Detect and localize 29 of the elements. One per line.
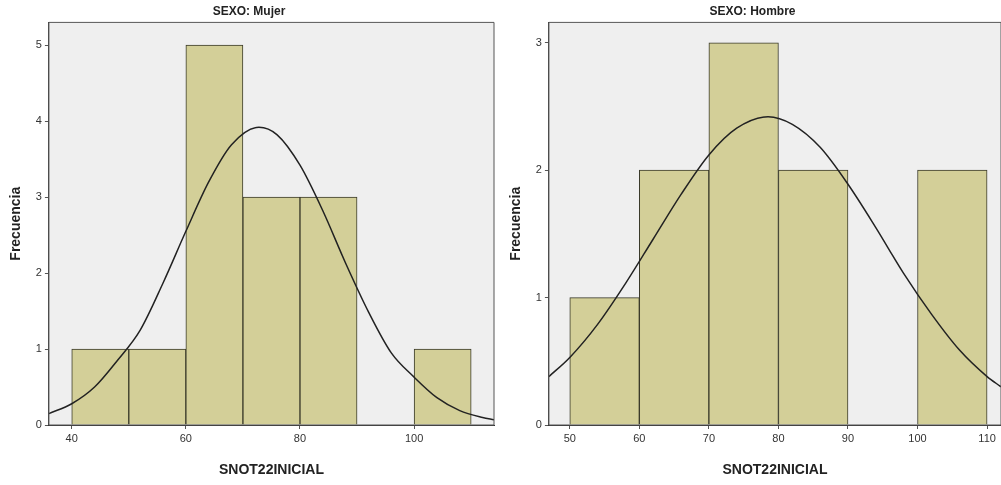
y-tick-label: 1 xyxy=(35,342,42,355)
chart-title: SEXO: Hombre xyxy=(709,3,796,18)
y-tick-label: 4 xyxy=(35,114,42,127)
line-series xyxy=(548,115,1001,388)
x-axis-title: SNOT22INICIAL xyxy=(722,461,828,478)
chart-title: SEXO: Mujer xyxy=(212,3,286,18)
y-tick-label: 3 xyxy=(35,190,42,203)
y-tick-label: 2 xyxy=(535,163,542,176)
y-tick-label: 2 xyxy=(35,266,42,279)
x-tick-label: 110 xyxy=(978,431,996,444)
x-tick-label: 100 xyxy=(908,431,927,444)
y-axis-title: Frecuencia xyxy=(507,186,524,261)
x-tick-label: 60 xyxy=(633,431,646,444)
x-axis-title: SNOT22INICIAL xyxy=(218,461,325,478)
x-tick-label: 60 xyxy=(179,431,192,444)
y-tick-label: 3 xyxy=(535,35,542,48)
y-axis-title: Frecuencia xyxy=(7,186,24,261)
line-series xyxy=(48,126,494,421)
x-tick-label: 50 xyxy=(563,431,576,444)
y-tick-label: 0 xyxy=(35,418,42,431)
x-tick-label: 90 xyxy=(841,431,855,444)
x-tick-label: 70 xyxy=(702,431,716,444)
y-tick-label: 0 xyxy=(535,418,542,431)
y-tick-label: 5 xyxy=(35,38,42,51)
y-tick-label: 1 xyxy=(535,290,542,303)
x-tick-label: 80 xyxy=(772,431,785,444)
x-tick-label: 40 xyxy=(65,431,78,444)
x-tick-label: 100 xyxy=(404,431,424,444)
x-tick-label: 80 xyxy=(293,431,307,444)
